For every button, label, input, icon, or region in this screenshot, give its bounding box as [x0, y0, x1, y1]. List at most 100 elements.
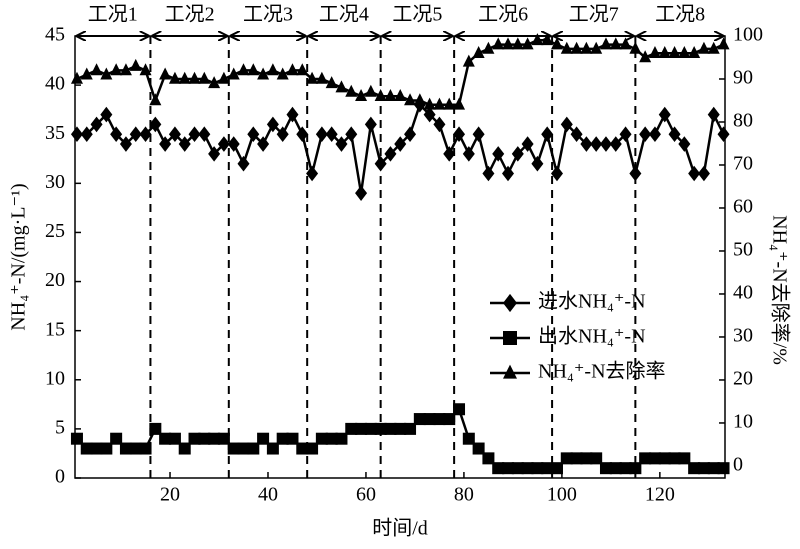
point: [198, 71, 211, 84]
point: [697, 41, 710, 54]
point: [502, 37, 515, 50]
point: [100, 67, 113, 80]
y2-tick-label: 10: [733, 411, 753, 433]
point: [335, 432, 348, 445]
point: [286, 432, 299, 445]
point: [237, 63, 250, 76]
point: [217, 432, 230, 445]
point: [355, 185, 368, 201]
point: [570, 41, 583, 54]
y-tick-label: 0: [55, 466, 65, 488]
point: [413, 413, 426, 426]
y-tick-label: 25: [45, 220, 65, 242]
point: [159, 136, 172, 152]
point: [648, 45, 661, 58]
point: [119, 63, 132, 76]
point: [521, 462, 534, 475]
point: [492, 37, 505, 50]
point: [521, 136, 534, 152]
x-tick-label: 120: [645, 484, 675, 506]
point: [198, 432, 211, 445]
y-tick-label: 35: [45, 122, 65, 144]
point: [188, 71, 201, 84]
point: [453, 126, 466, 143]
point: [609, 462, 622, 475]
point: [423, 106, 436, 123]
y2-tick-label: 50: [733, 239, 753, 261]
point: [119, 136, 132, 152]
point: [178, 71, 191, 84]
y-axis-label: NH₄⁺-N/(mg·L⁻¹): [8, 183, 30, 330]
phase-label: 工况2: [165, 4, 215, 26]
point: [315, 432, 328, 445]
point: [110, 63, 123, 76]
point: [717, 462, 730, 475]
point: [433, 97, 446, 110]
point: [168, 126, 181, 143]
point: [560, 41, 573, 54]
point: [619, 126, 632, 143]
point: [70, 126, 83, 143]
point: [247, 442, 260, 455]
y-tick-label: 15: [45, 318, 65, 340]
point: [629, 165, 642, 182]
point: [149, 422, 162, 435]
point: [306, 442, 319, 455]
point: [384, 88, 397, 101]
y-tick-label: 20: [45, 269, 65, 291]
plot-frame: [74, 35, 726, 479]
point: [521, 37, 534, 50]
point: [492, 462, 505, 475]
point: [462, 54, 475, 67]
point: [149, 116, 162, 133]
point: [609, 136, 622, 152]
point: [404, 422, 417, 435]
point: [639, 126, 652, 143]
point: [502, 462, 515, 475]
point: [384, 146, 397, 162]
point: [129, 58, 142, 71]
point: [560, 452, 573, 465]
point: [374, 88, 387, 101]
point: [531, 33, 544, 46]
point: [208, 432, 221, 445]
point: [570, 452, 583, 465]
point: [276, 126, 289, 143]
y2-tick-label: 0: [733, 454, 743, 476]
point: [707, 106, 720, 123]
point: [580, 452, 593, 465]
point: [110, 126, 123, 143]
point: [90, 63, 103, 76]
point: [168, 71, 181, 84]
point: [511, 37, 524, 50]
point: [697, 462, 710, 475]
point: [688, 45, 701, 58]
phase-label: 工况5: [392, 4, 442, 26]
x-tick-label: 40: [258, 484, 278, 506]
point: [227, 136, 240, 152]
point: [678, 45, 691, 58]
point: [159, 432, 172, 445]
legend-marker: [503, 293, 517, 313]
point: [541, 462, 554, 475]
point: [394, 88, 407, 101]
point: [139, 442, 152, 455]
point: [306, 71, 319, 84]
point: [443, 97, 456, 110]
point: [639, 452, 652, 465]
point: [286, 63, 299, 76]
point: [345, 84, 358, 97]
phase-label: 工况8: [655, 4, 705, 26]
point: [453, 97, 466, 110]
point: [433, 116, 446, 133]
point: [325, 432, 338, 445]
point: [394, 136, 407, 152]
y2-tick-label: 40: [733, 282, 753, 304]
point: [668, 45, 681, 58]
point: [590, 452, 603, 465]
x-tick-label: 60: [356, 484, 376, 506]
point: [590, 136, 603, 152]
point: [237, 155, 250, 172]
point: [70, 432, 83, 445]
